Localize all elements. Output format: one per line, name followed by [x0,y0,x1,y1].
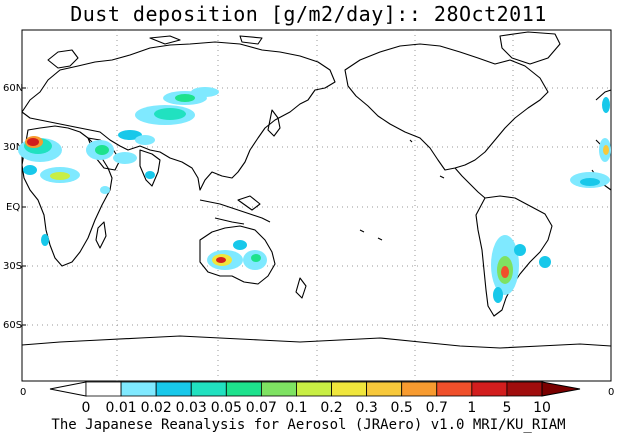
antarctica-coast [21,335,612,349]
colorbar-segment [85,381,122,397]
colorbar-label: 0.2 [320,400,342,416]
colorbar-label: 0.01 [105,400,136,416]
colorbar-label: 0.3 [355,400,377,416]
colorbar-label: 0.02 [141,400,172,416]
edge-label-left: 0 [20,387,26,398]
colorbar-label: 0.07 [246,400,277,416]
australia-coast [199,225,276,285]
dust-layer [18,87,611,303]
india-coast [139,149,161,187]
footer-credit: The Japanese Reanalysis for Aerosol (JRA… [51,417,566,433]
lat-label-30n: 30N [3,142,23,153]
lat-label-60n: 60N [3,83,23,94]
colorbar-segment [120,381,157,397]
eurasia-coast [21,41,336,191]
pacific-islands [359,139,445,241]
colorbar-label: 0.03 [176,400,207,416]
colorbar-segment [155,381,192,397]
lat-label-30s: 30S [3,261,22,272]
north-america-coast [344,43,549,171]
colorbar-segment [436,381,473,397]
colorbar-segment [190,381,227,397]
colorbar-label: 10 [533,400,551,416]
lat-label-60s: 60S [3,320,22,331]
colorbar-segment [366,381,403,397]
scandinavia-coast [47,49,79,69]
colorbar-label: 0 [82,400,91,416]
colorbar-segment [331,381,368,397]
indonesia-coast [199,195,271,225]
colorbar-segment [506,381,543,397]
colorbar-label: 5 [502,400,511,416]
new-zealand-coast [295,277,307,299]
colorbar-arrow-left [49,381,87,397]
colorbar-segment [296,381,332,397]
colorbar-label: 0.7 [426,400,448,416]
colorbar-label: 0.1 [285,400,307,416]
colorbar-label: 0.05 [211,400,242,416]
map-title: Dust deposition [g/m2/day]:: 28Oct2011 [70,2,547,26]
colorbar-arrow-right [541,381,581,397]
colorbar-segment [225,381,262,397]
colorbar-segment [260,381,297,397]
colorbar-segment [471,381,508,397]
japan-coast [267,109,281,137]
greenland-coast [499,31,561,65]
arctic-islands [149,35,263,45]
colorbar: 0 0.01 0.02 0.03 0.05 0.07 0.1 0.2 0.3 0.5 0.7 1 5 10 [49,381,581,416]
central-america-coast [454,167,486,199]
colorbar-segment [401,381,438,397]
colorbar-label: 1 [467,400,476,416]
colorbar-label: 0.5 [391,400,413,416]
edge-label-right: 0 [608,387,614,398]
madagascar-coast [95,221,107,249]
africa-coast [21,125,113,267]
lat-label-eq: EQ [6,202,20,213]
